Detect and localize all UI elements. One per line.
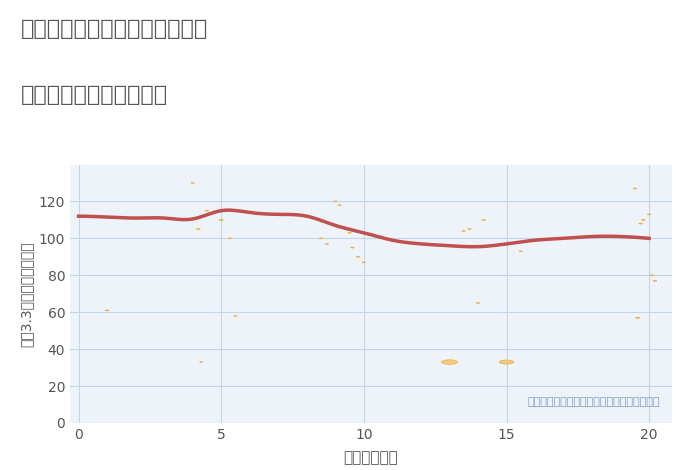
Ellipse shape	[650, 275, 654, 276]
Ellipse shape	[648, 214, 651, 215]
Ellipse shape	[362, 262, 365, 263]
Ellipse shape	[191, 182, 194, 183]
Ellipse shape	[634, 188, 636, 189]
X-axis label: 駅距離（分）: 駅距離（分）	[344, 450, 398, 465]
Ellipse shape	[348, 232, 351, 233]
Ellipse shape	[319, 238, 323, 239]
Ellipse shape	[234, 315, 237, 316]
Ellipse shape	[482, 219, 486, 220]
Ellipse shape	[462, 230, 466, 231]
Ellipse shape	[356, 256, 360, 257]
Ellipse shape	[205, 210, 209, 211]
Text: 愛知県名古屋市守山区青山台の: 愛知県名古屋市守山区青山台の	[21, 19, 209, 39]
Ellipse shape	[442, 360, 458, 364]
Ellipse shape	[105, 310, 109, 311]
Ellipse shape	[642, 219, 645, 220]
Ellipse shape	[197, 228, 200, 230]
Ellipse shape	[334, 201, 337, 202]
Text: 駅距離別中古戸建て価格: 駅距離別中古戸建て価格	[21, 85, 168, 105]
Ellipse shape	[325, 243, 328, 244]
Ellipse shape	[219, 219, 223, 220]
Text: 円の大きさは、取引のあった物件面積を示す: 円の大きさは、取引のあった物件面積を示す	[528, 398, 660, 407]
Ellipse shape	[499, 360, 514, 364]
Ellipse shape	[636, 317, 640, 318]
Ellipse shape	[477, 303, 480, 304]
Y-axis label: 坪（3.3㎡）単価（万円）: 坪（3.3㎡）単価（万円）	[19, 241, 33, 346]
Ellipse shape	[351, 247, 354, 248]
Ellipse shape	[639, 223, 643, 224]
Ellipse shape	[519, 251, 522, 252]
Ellipse shape	[228, 238, 232, 239]
